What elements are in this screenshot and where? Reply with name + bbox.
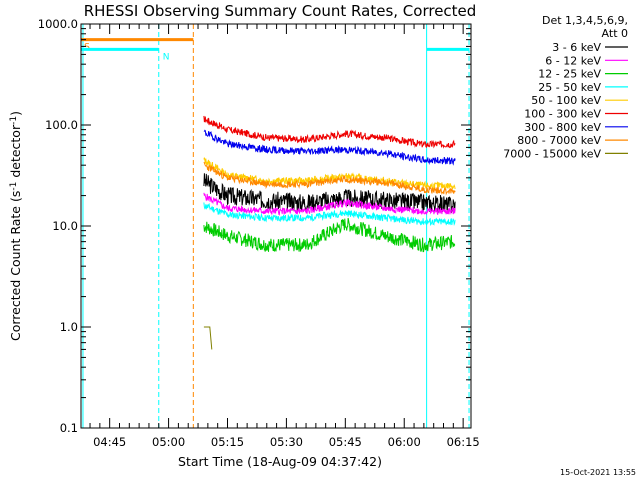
timestamp: 15-Oct-2021 13:55 bbox=[560, 468, 636, 477]
legend-label: 6 - 12 keV bbox=[545, 54, 601, 67]
legend-label: 800 - 7000 keV bbox=[517, 134, 601, 147]
y-tick-label: 1.0 bbox=[60, 320, 78, 334]
legend-label: 100 - 300 keV bbox=[524, 108, 601, 121]
x-tick-label: 04:45 bbox=[93, 435, 126, 449]
series-line bbox=[203, 157, 456, 191]
series-line bbox=[203, 115, 456, 149]
legend-label: 300 - 800 keV bbox=[524, 121, 601, 134]
y-tick-label: 100.0 bbox=[45, 118, 78, 132]
x-axis-label: Start Time (18-Aug-09 04:37:42) bbox=[178, 454, 382, 469]
series-line bbox=[203, 129, 456, 166]
y-tick-label: 1000.0 bbox=[38, 17, 78, 31]
y-axis-label: Corrected Count Rate (s-1 detector-1) bbox=[8, 111, 23, 341]
flag-label-N: N bbox=[163, 52, 170, 62]
series-line bbox=[203, 217, 456, 253]
legend-label: 25 - 50 keV bbox=[538, 81, 601, 94]
series-line bbox=[203, 326, 213, 350]
flag-label-S: S bbox=[84, 43, 90, 53]
legend-label: 3 - 6 keV bbox=[552, 41, 601, 54]
y-tick-label: 0.1 bbox=[60, 421, 78, 435]
x-tick-label: 05:30 bbox=[270, 435, 303, 449]
x-tick-label: 06:00 bbox=[388, 435, 421, 449]
x-tick-label: 05:00 bbox=[152, 435, 185, 449]
series-line bbox=[203, 161, 456, 196]
y-tick-label: 10.0 bbox=[52, 219, 78, 233]
series-line bbox=[203, 202, 456, 227]
legend-label: 50 - 100 keV bbox=[531, 94, 601, 107]
chart-title: RHESSI Observing Summary Count Rates, Co… bbox=[84, 2, 477, 20]
x-tick-label: 06:15 bbox=[447, 435, 480, 449]
x-tick-label: 05:45 bbox=[329, 435, 362, 449]
legend-label: 7000 - 15000 keV bbox=[503, 147, 601, 160]
series-line bbox=[203, 192, 456, 216]
legend-label: 12 - 25 keV bbox=[538, 68, 601, 81]
legend-header-line2: Att 0 bbox=[602, 27, 628, 40]
x-tick-label: 05:15 bbox=[211, 435, 244, 449]
legend-header-line1: Det 1,3,4,5,6,9, bbox=[542, 14, 628, 27]
